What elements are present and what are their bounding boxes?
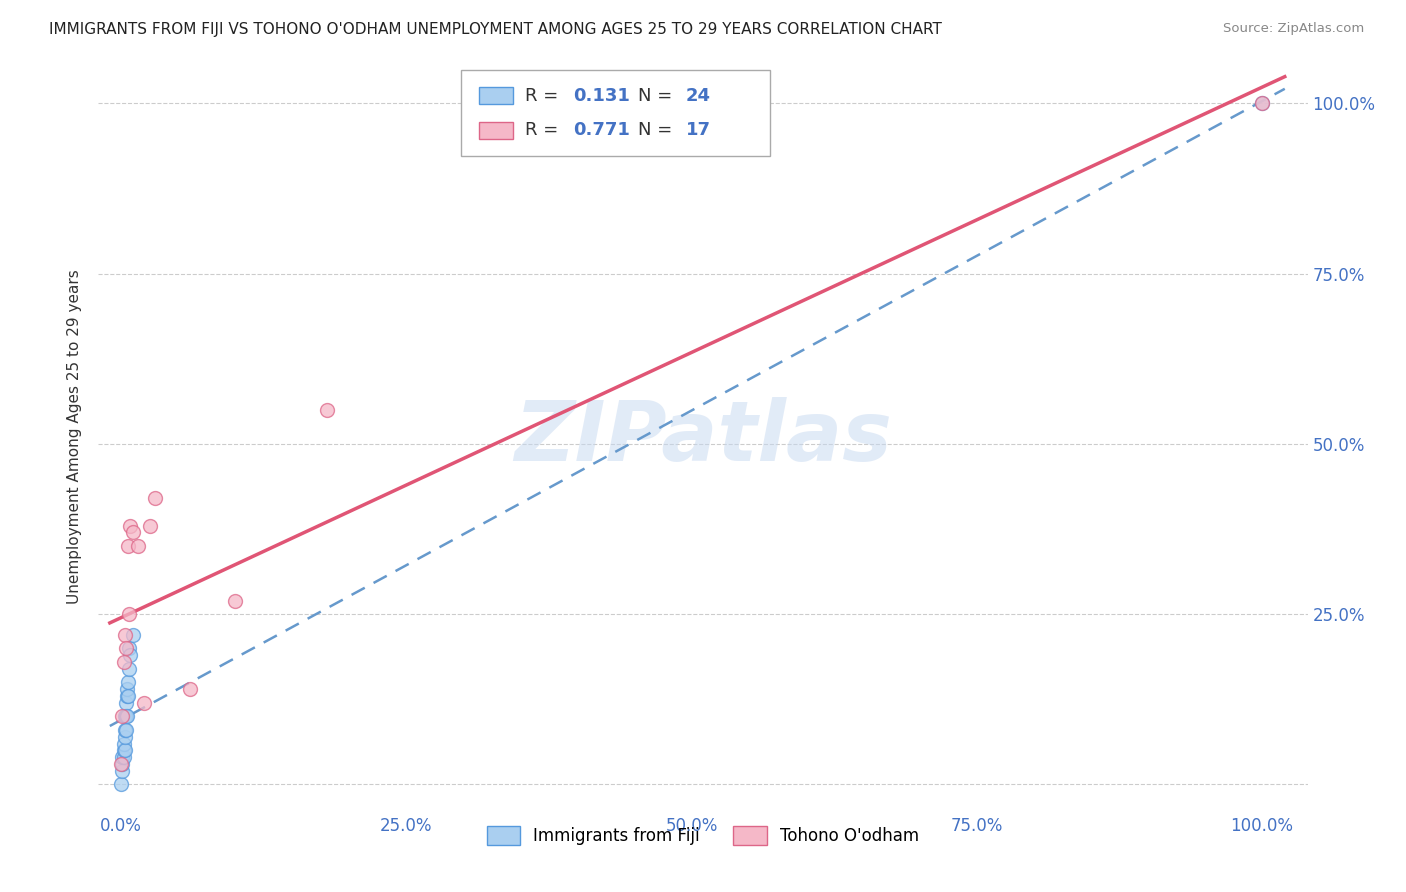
Point — [114, 641, 136, 656]
Point — [132, 696, 155, 710]
Point — [114, 627, 136, 641]
Text: 17: 17 — [686, 121, 711, 139]
Point — [111, 750, 134, 764]
FancyBboxPatch shape — [461, 70, 769, 156]
FancyBboxPatch shape — [479, 122, 513, 138]
Point — [112, 737, 135, 751]
Point — [121, 525, 143, 540]
Legend: Immigrants from Fiji, Tohono O'odham: Immigrants from Fiji, Tohono O'odham — [479, 820, 927, 852]
Point — [118, 662, 141, 676]
Point — [111, 709, 134, 723]
Point — [110, 757, 132, 772]
Point — [114, 723, 136, 737]
Point — [118, 641, 141, 656]
Point — [112, 655, 135, 669]
Point — [111, 757, 134, 772]
Point — [120, 518, 142, 533]
Text: ZIPatlas: ZIPatlas — [515, 397, 891, 477]
Text: N =: N = — [638, 121, 678, 139]
Point — [121, 627, 143, 641]
Text: 0.131: 0.131 — [574, 87, 630, 104]
Point — [111, 764, 134, 778]
Point — [117, 689, 139, 703]
Point — [120, 648, 142, 662]
Point — [117, 539, 139, 553]
Point — [115, 689, 138, 703]
Text: 0.771: 0.771 — [574, 121, 630, 139]
Point — [110, 777, 132, 791]
Point — [114, 730, 136, 744]
Point — [114, 709, 136, 723]
Point — [114, 723, 136, 737]
Point — [1251, 96, 1274, 111]
Point — [112, 743, 135, 757]
Text: N =: N = — [638, 87, 678, 104]
Point — [145, 491, 167, 506]
Text: R =: R = — [526, 87, 564, 104]
Point — [179, 682, 201, 697]
Point — [1251, 96, 1274, 111]
Point — [127, 539, 149, 553]
Y-axis label: Unemployment Among Ages 25 to 29 years: Unemployment Among Ages 25 to 29 years — [67, 269, 83, 605]
Text: R =: R = — [526, 121, 564, 139]
Point — [114, 696, 136, 710]
Point — [315, 402, 337, 417]
Text: 24: 24 — [686, 87, 711, 104]
Point — [115, 682, 138, 697]
FancyBboxPatch shape — [479, 87, 513, 104]
Text: Source: ZipAtlas.com: Source: ZipAtlas.com — [1223, 22, 1364, 36]
Point — [118, 607, 141, 622]
Point — [112, 750, 135, 764]
Point — [114, 709, 136, 723]
Point — [115, 709, 138, 723]
Point — [114, 743, 136, 757]
Point — [117, 675, 139, 690]
Point — [224, 593, 246, 607]
Point — [139, 518, 162, 533]
Text: IMMIGRANTS FROM FIJI VS TOHONO O'ODHAM UNEMPLOYMENT AMONG AGES 25 TO 29 YEARS CO: IMMIGRANTS FROM FIJI VS TOHONO O'ODHAM U… — [49, 22, 942, 37]
